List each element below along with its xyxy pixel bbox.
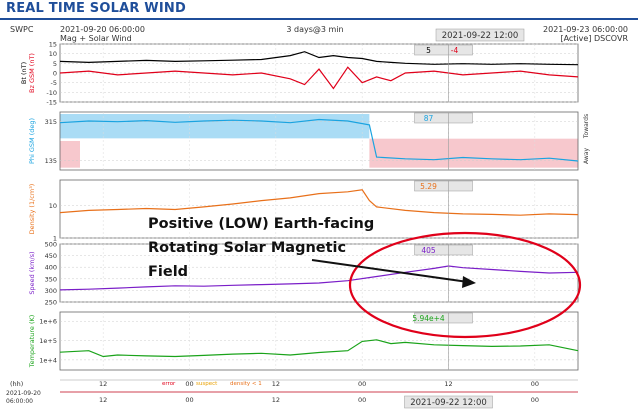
cursor-time-bottom: 2021-09-22 12:00 [410,398,487,408]
title-bar: REAL TIME SOLAR WIND [0,0,638,20]
annotation-line-3: Field [148,264,188,280]
y-axis-label: Temperature (K) [28,315,36,369]
y-tick-label: -5 [51,79,57,87]
y-tick-label: 1 [53,235,57,243]
x-axis-label: (hh) [10,380,23,388]
x-tick-label-bottom: 00 [531,396,539,404]
phi-away-band-early [60,141,80,168]
y-axis-label: Density (1/cm³) [28,184,36,235]
y-tick-label: 5 [53,60,57,68]
y-tick-label: 10 [49,202,57,210]
readout-box [414,180,473,192]
readout-box [414,244,473,256]
cursor-time-box [435,28,525,42]
y-tick-label: 10 [49,50,57,58]
y-tick-label: 315 [45,118,57,126]
y-tick-label: 350 [45,275,57,283]
y-axis-label: Phi GSM (deg) [28,118,36,164]
x-tick-label-bottom: 12 [272,396,280,404]
legend-item: error [162,381,176,387]
y-tick-label: 450 [45,252,57,260]
cursor-time-box-bottom [404,395,493,409]
annotation-arrowhead [462,276,476,288]
source-label: SWPC [10,25,34,34]
annotation-ellipse [348,231,582,339]
panel-frame [59,311,579,371]
readout-value: 5 [426,46,431,55]
phi-toward-band [60,114,370,139]
panel-speed: 250 300 350 400 450 500 Speed (km/s) 405 [28,241,579,307]
cursor-time: 2021-09-22 12:00 [442,31,519,41]
end-subtitle: [Active] DSCOVR [560,34,628,43]
series-phi [59,118,579,162]
panel-frame [59,179,579,239]
x-tick-label-bottom: 12 [99,396,107,404]
legend-item: suspect [196,381,218,387]
x-tick-label: 12 [444,380,452,388]
y-tick-label: 1e+4 [39,356,57,364]
series-bz [59,66,579,90]
bottom-start-time: 06:00:00 [6,398,33,405]
x-tick-label-bottom: 00 [358,396,366,404]
series-temperature [59,339,579,358]
start-subtitle: Mag + Solar Wind [60,34,132,43]
x-tick-label: 00 [358,380,366,388]
panel-density: 1 10 Density (1/cm³) 5.29 [28,179,579,243]
y-tick-label: -15 [46,99,57,107]
panel-frame [59,111,579,171]
x-tick-label: 00 [185,380,193,388]
y-tick-label: 300 [45,287,57,295]
annotation-line-1: Positive (LOW) Earth-facing [148,216,374,232]
y-axis-label: Bz GSM (nT) [28,53,36,93]
annotation-line-2: Rotating Solar Magnetic [148,240,346,256]
y-axis-label: Bt (nT) [20,62,28,84]
annotation-arrow [311,259,469,283]
side-label-away: Away [583,148,590,164]
app-title: REAL TIME SOLAR WIND [6,1,186,16]
x-tick-label: 12 [99,380,107,388]
readout-box [414,44,473,56]
end-time: 2021-09-23 06:00:00 [543,25,628,34]
side-label-towards: Towards [583,114,590,139]
y-tick-label: 1e+5 [39,337,57,345]
legend-item: density < 1 [230,381,262,387]
series-speed [59,265,579,291]
x-tick-label-bottom: 00 [185,396,193,404]
x-tick-label: 00 [531,380,539,388]
y-tick-label: 400 [45,264,57,272]
y-tick-label: 250 [45,299,57,307]
bottom-start-date: 2021-09-20 [6,390,41,397]
readout-box [414,312,473,324]
phi-away-band [369,138,578,168]
y-tick-label: 135 [45,157,57,165]
readout-value: 5.94e+4 [412,314,445,323]
span-label: 3 days@3 min [286,25,343,34]
readout-value: 405 [421,246,436,255]
y-tick-label: 0 [53,70,57,78]
y-tick-label: 15 [49,41,57,49]
y-axis-label: Speed (km/s) [28,251,36,294]
y-tick-label: 500 [45,241,57,249]
readout-value-2: -4 [451,46,459,55]
solar-wind-chart: SWPC 2021-09-20 06:00:00 Mag + Solar Win… [6,25,628,409]
panel-phi: 135 315 Phi GSM (deg) Towards Away 87 [28,111,590,171]
series-bt [59,51,579,66]
y-tick-label: -10 [46,89,57,97]
readout-value: 5.29 [420,182,437,191]
x-tick-label: 12 [272,380,280,388]
readout-value: 87 [424,114,434,123]
start-time: 2021-09-20 06:00:00 [60,25,145,34]
series-density [59,189,579,216]
time-axis: (hh)121200001212000012120000errorsuspect… [6,379,578,409]
y-tick-label: 1e+6 [39,318,57,326]
readout-box [414,112,473,124]
